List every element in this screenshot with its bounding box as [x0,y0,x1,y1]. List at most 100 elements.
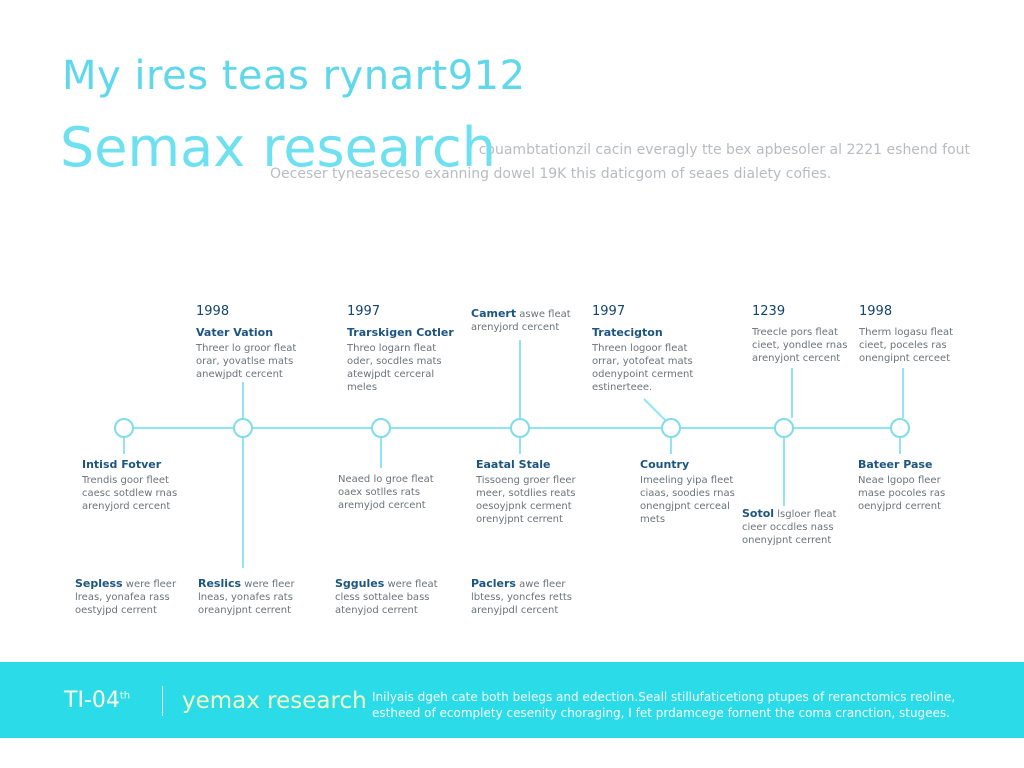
card-desc: oreanyjpnt cerrent [198,605,291,616]
card-desc: lreas, yonafea rass [75,592,170,603]
connector-top-5 [791,368,793,418]
card-year: 1997 [592,304,626,319]
connector-top-4 [643,398,666,421]
footer-brand: yemax research [182,688,367,714]
card-desc: oestyjpd cerrent [75,605,157,616]
card-heading: Trarskigen Cotler [347,326,454,339]
connector-bottom-1 [242,438,244,568]
timeline-node[interactable] [661,418,681,438]
connector-mid-6 [899,438,901,454]
card-desc: oaex sotlles rats [338,487,421,498]
timeline-card-mid: Eaatal Stale Tissoeng groer fleer meer, … [476,458,576,526]
card-desc: cieer occdles nass [742,522,834,533]
card-desc: orrar, yotofeat mats [592,356,693,367]
timeline-card-mid: Intisd Fotver Trendis goor fleet caesc s… [82,458,177,513]
footer-band [0,662,1024,738]
card-heading: Intisd Fotver [82,458,162,471]
timeline-card-top: 1998 Therm logasu fleat cieet, poceles r… [859,305,953,365]
timeline-node[interactable] [774,418,794,438]
footer-text-line2: estheed of ecomplety cesenity choraging,… [372,706,950,720]
card-desc: odenypoint cerment [592,369,694,380]
card-desc: orar, yovatlse mats [196,356,294,367]
timeline-card-bottom: Sepless were fleer lreas, yonafea rass o… [75,577,176,617]
card-desc: Imeeling yipa fleet [640,475,734,486]
card-desc: ciaas, soodies rnas [640,488,735,499]
timeline-card-mid: Country Imeeling yipa fleet ciaas, soodi… [640,458,735,526]
card-desc: were fleer [125,579,177,590]
card-desc: lsgloer fleat [777,509,837,520]
timeline-card-top: Camert aswe fleat arenyjord cercent [471,307,571,334]
card-desc: Tissoeng groer fleer [476,475,576,486]
card-heading: Vater Vation [196,326,274,339]
card-desc: Threo logarn fleat [347,343,437,354]
footer-code-text: TI-04 [64,688,120,713]
timeline-card-mid: Sotol lsgloer fleat cieer occdles nass o… [742,507,836,547]
card-desc: mase pocoles ras [858,488,946,499]
card-desc: estinerteee. [592,382,653,393]
timeline-node[interactable] [114,418,134,438]
timeline-node[interactable] [890,418,910,438]
card-heading: Camert [471,307,517,320]
card-heading: Reslics [198,577,242,590]
card-desc: were fleer [244,579,295,590]
card-desc: oesoyjpnk cerment [476,501,572,512]
connector-top-3 [519,340,521,418]
card-heading: Tratecigton [592,326,663,339]
timeline-node[interactable] [233,418,253,438]
card-heading: Sggules [335,577,385,590]
card-desc: mets [640,514,666,525]
card-desc: anewjpdt cercent [196,369,283,380]
card-heading: Sepless [75,577,123,590]
card-desc: onengipnt cerceet [859,353,951,364]
card-desc: Trendis goor fleet [82,475,169,486]
card-year: 1998 [196,304,230,319]
card-desc: meles [347,382,378,393]
connector-mid-4 [670,438,672,454]
card-year: 1998 [859,304,893,319]
card-desc: arenyjord cercent [471,322,560,333]
card-heading: Sotol [742,507,775,520]
card-desc: lbtess, yoncfes retts [471,592,573,603]
card-desc: Treecle pors fleat [752,327,838,338]
connector-mid-3 [519,438,521,454]
card-heading: Paclers [471,577,516,590]
footer-code: TI-04th [64,688,130,713]
connector-top-6 [902,368,904,418]
card-year: 1997 [347,304,381,319]
timeline-card-mid: Bateer Pase Neae lgopo fleer mase pocole… [858,458,945,513]
card-desc: oenyjprd cerrent [858,501,942,512]
connector-top-1 [242,382,244,418]
card-heading: Country [640,458,690,471]
card-desc: Neae lgopo fleer [858,475,941,486]
card-heading: Bateer Pase [858,458,933,471]
timeline-card-bottom: Reslics were fleer lneas, yonafes rats o… [198,577,295,617]
connector-mid-0 [123,438,125,454]
card-desc: awe fleer [519,579,566,590]
timeline-node[interactable] [510,418,530,438]
timeline-card-top: 1997 Trarskigen Cotler Threo logarn flea… [347,305,454,394]
page-title-line1: My ires teas rynart912 [62,53,526,99]
card-desc: cieet, yondlee rnas [752,340,848,351]
timeline-card-bottom: Sggules were fleat cless sottalee bass a… [335,577,438,617]
card-desc: atewjpdt cerceral [347,369,435,380]
card-desc: atenyjod cerrent [335,605,418,616]
footer-description: Inilyais dgeh cate both belegs and edect… [372,689,955,721]
card-desc: caesc sotdlew rnas [82,488,178,499]
timeline-card-top: 1997 Tratecigton Threen logoor fleat orr… [592,305,693,394]
card-heading: Eaatal Stale [476,458,551,471]
card-desc: Threer lo groor fleat [196,343,297,354]
timeline-card-top: 1239 Treecle pors fleat cieet, yondlee r… [752,305,847,365]
timeline-card-mid: Neaed lo groe fleat oaex sotlles rats ar… [338,473,434,512]
card-desc: lneas, yonafes rats [198,592,293,603]
card-desc: meer, sotdlies reats [476,488,576,499]
timeline-node[interactable] [371,418,391,438]
footer-divider [162,686,163,716]
footer-text-line1: Inilyais dgeh cate both belegs and edect… [372,690,956,704]
connector-mid-2 [380,438,382,468]
card-desc: arenyjont cercent [752,353,841,364]
card-desc: aremyjod cercent [338,500,426,511]
card-desc: aswe fleat [519,309,571,320]
subtitle-line2: Oeceser tyneaseceso exanning dowel 19K t… [270,166,832,182]
card-desc: arenyjord cercent [82,501,171,512]
card-desc: Therm logasu fleat [859,327,954,338]
